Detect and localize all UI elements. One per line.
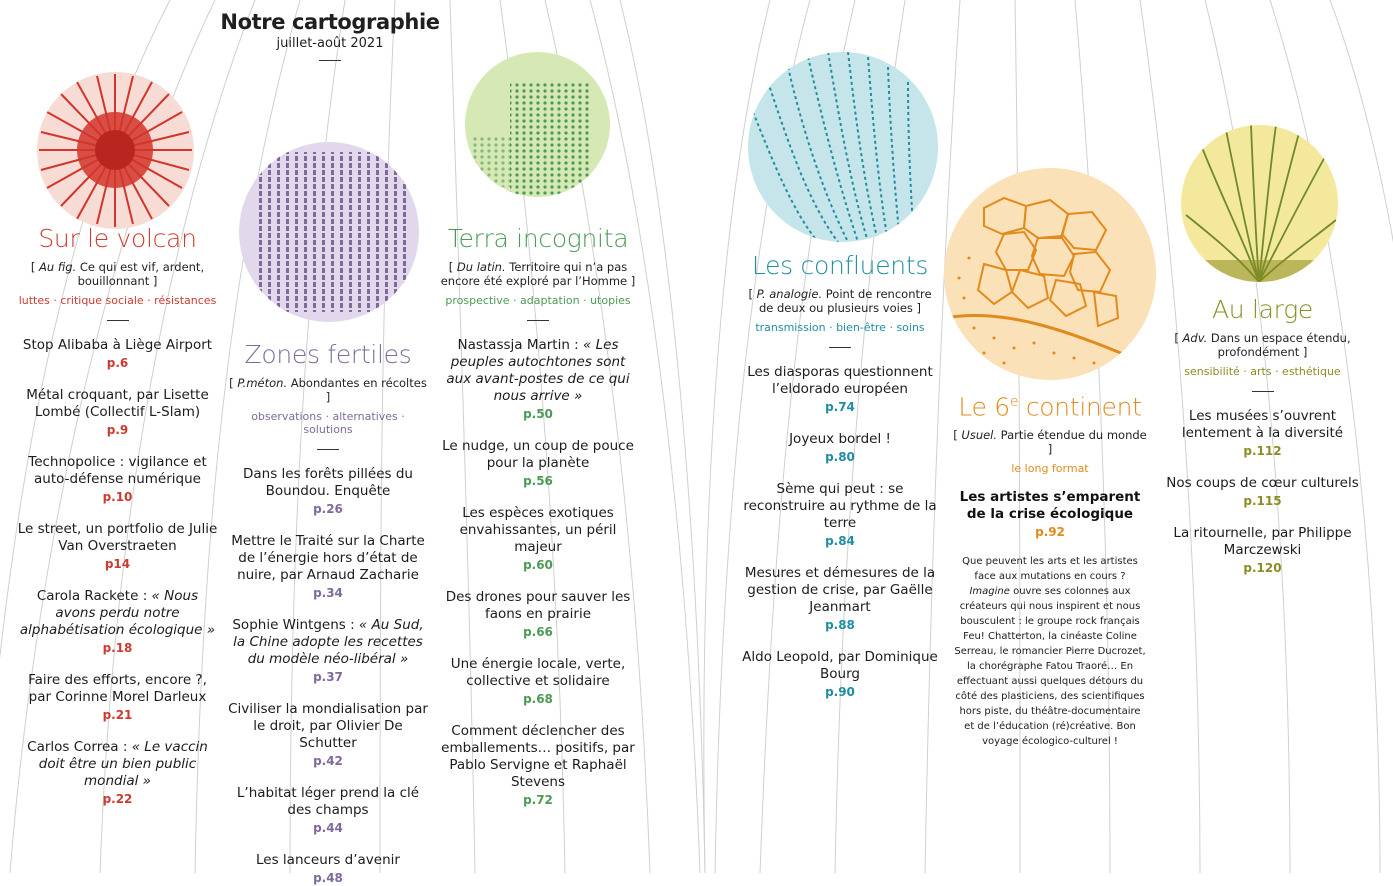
divider xyxy=(829,347,851,348)
section-definition: [ P.méton. Abondantes en récoltes ] xyxy=(229,376,427,404)
section-definition: [ Usuel. Partie étendue du monde ] xyxy=(953,428,1147,457)
terra-illustration xyxy=(465,52,610,197)
page-title: Notre cartographie xyxy=(220,10,440,34)
volcano-illustration xyxy=(37,72,194,229)
section-tags: le long format xyxy=(1011,462,1089,476)
continent-illustration xyxy=(944,168,1156,380)
article-entry[interactable]: Mesures et démesures de la gestion de cr… xyxy=(744,565,936,632)
section-title: Zones fertiles xyxy=(244,340,412,369)
section-confluents: Les confluents [ P. analogie. Point de r… xyxy=(742,251,938,700)
article-entry[interactable]: Aldo Leopold, par Dominique Bourg p.90 xyxy=(742,649,938,699)
divider xyxy=(1251,391,1274,392)
article-entry[interactable]: Mettre le Traité sur la Charte de l’éner… xyxy=(231,533,425,600)
article-entry[interactable]: Le street, un portfolio de Julie Van Ove… xyxy=(17,521,218,571)
section-au-large: Au large [ Adv. Dans un espace étendu, p… xyxy=(1165,295,1360,576)
article-entry[interactable]: Carlos Correa : « Le vaccin doit être un… xyxy=(27,739,208,806)
article-entry[interactable]: Les diasporas questionnent l’eldorado eu… xyxy=(747,364,933,414)
large-illustration xyxy=(1181,125,1338,282)
article-entry[interactable]: La ritournelle, par Philippe Marczewski p… xyxy=(1173,525,1352,575)
section-title: Les confluents xyxy=(751,251,929,280)
section-volcan: Sur le volcan [ Au fig. Ce qui est vif, … xyxy=(15,224,220,807)
section-definition: [ P. analogie. Point de rencontre de deu… xyxy=(748,287,932,315)
section-title: Terra incognita xyxy=(447,224,629,253)
article-entry[interactable]: Civiliser la mondialisation par le droit… xyxy=(228,701,428,768)
article-entry[interactable]: Carola Rackete : « Nous avons perdu notr… xyxy=(19,588,216,655)
section-tags: observations · alternatives · solutions xyxy=(251,410,405,436)
section-tags: luttes · critique sociale · résistances xyxy=(18,294,217,307)
article-entry[interactable]: Dans les forêts pillées du Boundou. Enqu… xyxy=(242,466,413,516)
section-tags: transmission · bien-être · soins xyxy=(755,321,925,334)
magazine-header: Notre cartographie juillet-août 2021 xyxy=(215,8,445,61)
article-entry[interactable]: Sème qui peut : se reconstruire au rythm… xyxy=(743,481,937,548)
issue-date: juillet-août 2021 xyxy=(276,36,384,51)
article-entry[interactable]: Des drones pour sauver les faons en prai… xyxy=(445,589,631,639)
article-entry[interactable]: Une énergie locale, verte, collective et… xyxy=(450,656,626,706)
section-zones-fertiles: Zones fertiles [ P.méton. Abondantes en … xyxy=(228,340,428,886)
article-entry[interactable]: Stop Alibaba à Liège Airport p.6 xyxy=(22,337,213,370)
feature-article[interactable]: Les artistes s’emparent de la crise écol… xyxy=(959,489,1141,540)
divider xyxy=(317,449,339,450)
section-definition: [ Au fig. Ce qui est vif, ardent, bouill… xyxy=(30,260,205,288)
section-tags: prospective · adaptation · utopies xyxy=(445,294,631,307)
divider xyxy=(527,320,549,321)
section-title: Sur le volcan xyxy=(38,224,197,253)
article-entry[interactable]: Faire des efforts, encore ?, par Corinne… xyxy=(28,672,207,722)
article-entry[interactable]: Les musées s’ouvrent lentement à la dive… xyxy=(1181,408,1344,458)
section-6e-continent: Le 6e continent [ Usuel. Partie étendue … xyxy=(953,387,1147,749)
section-definition: [ Adv. Dans un espace étendu, profondéme… xyxy=(1174,331,1351,359)
fields-illustration xyxy=(239,142,419,322)
feature-intro: Que peuvent les arts et les artistes fac… xyxy=(954,556,1146,748)
article-entry[interactable]: Technopolice : vigilance et auto-défense… xyxy=(28,454,207,504)
section-terra-incognita: Terra incognita [ Du latin. Territoire q… xyxy=(438,224,638,808)
divider xyxy=(106,320,129,321)
section-tags: sensibilité · arts · esthétique xyxy=(1184,365,1341,378)
article-entry[interactable]: Métal croquant, par Lisette Lombé (Colle… xyxy=(26,387,209,437)
article-entry[interactable]: Comment déclencher des emballements… pos… xyxy=(441,723,635,807)
article-entry[interactable]: Joyeux bordel ! p.80 xyxy=(789,431,891,464)
article-entry[interactable]: L’habitat léger prend la clé des champs p… xyxy=(236,785,420,835)
section-title: Au large xyxy=(1212,295,1313,324)
article-entry[interactable]: Les espèces exotiques envahissantes, un … xyxy=(459,505,617,572)
section-title: Le 6e continent xyxy=(958,392,1142,422)
header-divider xyxy=(319,60,341,61)
article-entry[interactable]: Les lanceurs d’avenir p.48 xyxy=(256,852,400,885)
article-entry[interactable]: Sophie Wintgens : « Au Sud, la Chine ado… xyxy=(232,617,424,684)
confluents-illustration xyxy=(748,52,938,242)
article-entry[interactable]: Nastassja Martin : « Les peuples autocht… xyxy=(446,337,630,421)
section-definition: [ Du latin. Territoire qui n’a pas encor… xyxy=(440,260,636,288)
article-entry[interactable]: Nos coups de cœur culturels p.115 xyxy=(1166,475,1359,508)
article-entry[interactable]: Le nudge, un coup de pouce pour la planè… xyxy=(442,438,634,488)
